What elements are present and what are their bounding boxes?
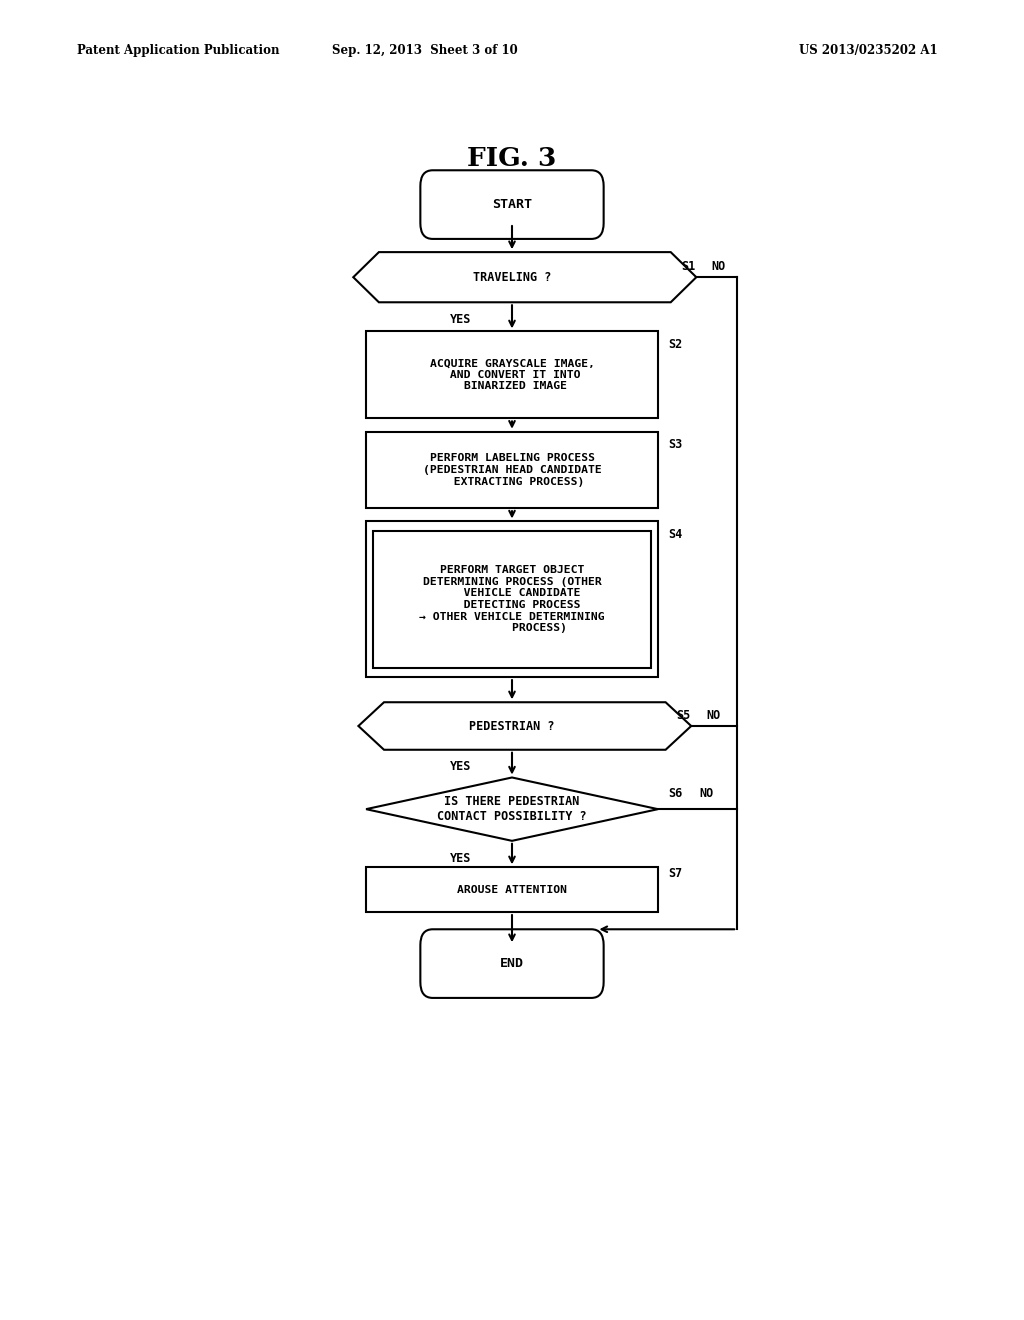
- Polygon shape: [353, 252, 696, 302]
- Polygon shape: [367, 777, 657, 841]
- Text: Sep. 12, 2013  Sheet 3 of 10: Sep. 12, 2013 Sheet 3 of 10: [332, 44, 518, 57]
- Text: S4: S4: [668, 528, 682, 541]
- Text: NO: NO: [698, 787, 713, 800]
- Text: S2: S2: [668, 338, 682, 351]
- Text: YES: YES: [451, 760, 471, 774]
- Text: NO: NO: [707, 709, 721, 722]
- Text: NO: NO: [712, 260, 726, 273]
- FancyBboxPatch shape: [367, 521, 658, 677]
- Text: YES: YES: [451, 313, 471, 326]
- Text: ACQUIRE GRAYSCALE IMAGE,
 AND CONVERT IT INTO
 BINARIZED IMAGE: ACQUIRE GRAYSCALE IMAGE, AND CONVERT IT …: [429, 358, 595, 392]
- FancyBboxPatch shape: [374, 531, 651, 668]
- FancyBboxPatch shape: [420, 929, 603, 998]
- Text: YES: YES: [451, 851, 471, 865]
- Text: FIG. 3: FIG. 3: [467, 147, 557, 170]
- FancyBboxPatch shape: [367, 867, 658, 912]
- Text: PERFORM TARGET OBJECT
DETERMINING PROCESS (OTHER
   VEHICLE CANDIDATE
   DETECTI: PERFORM TARGET OBJECT DETERMINING PROCES…: [419, 565, 605, 634]
- Text: PEDESTRIAN ?: PEDESTRIAN ?: [469, 719, 555, 733]
- FancyBboxPatch shape: [367, 432, 658, 508]
- Text: US 2013/0235202 A1: US 2013/0235202 A1: [799, 44, 937, 57]
- Text: AROUSE ATTENTION: AROUSE ATTENTION: [457, 884, 567, 895]
- Text: START: START: [492, 198, 532, 211]
- Text: END: END: [500, 957, 524, 970]
- Text: S5: S5: [676, 709, 690, 722]
- Text: S6: S6: [668, 787, 682, 800]
- Text: S1: S1: [681, 260, 695, 273]
- FancyBboxPatch shape: [420, 170, 603, 239]
- Text: IS THERE PEDESTRIAN
CONTACT POSSIBILITY ?: IS THERE PEDESTRIAN CONTACT POSSIBILITY …: [437, 795, 587, 824]
- FancyBboxPatch shape: [367, 331, 658, 418]
- Text: PERFORM LABELING PROCESS
(PEDESTRIAN HEAD CANDIDATE
  EXTRACTING PROCESS): PERFORM LABELING PROCESS (PEDESTRIAN HEA…: [423, 453, 601, 487]
- Text: S7: S7: [668, 867, 682, 880]
- Text: S3: S3: [668, 438, 682, 451]
- Polygon shape: [358, 702, 691, 750]
- Text: TRAVELING ?: TRAVELING ?: [473, 271, 551, 284]
- Text: Patent Application Publication: Patent Application Publication: [77, 44, 280, 57]
